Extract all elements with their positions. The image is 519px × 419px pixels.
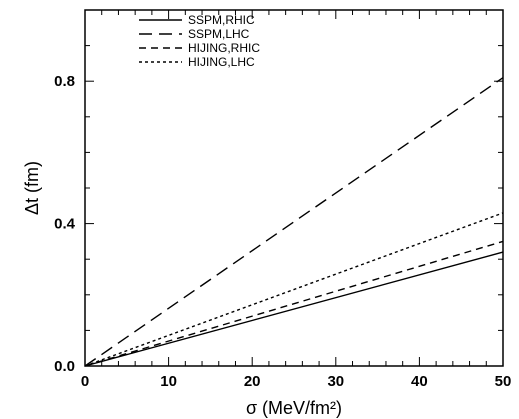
series-line-sspm-lhc [84,77,504,367]
series-line-hijing-rhic [84,240,504,367]
y-tick-label: 0.4 [54,216,76,233]
legend-label: SSPM,RHIC [188,13,255,27]
series-lines [84,77,504,367]
axis-ticks [84,9,504,367]
legend-label: SSPM,LHC [188,27,250,41]
y-tick-label: 0.8 [54,73,75,90]
legend-label: HIJING,LHC [188,55,255,69]
series-line-sspm-rhic [84,251,504,367]
x-tick-label: 50 [495,373,512,390]
y-tick-label: 0.0 [54,358,75,375]
x-tick-label: 40 [411,373,428,390]
x-tick-label: 0 [81,373,89,390]
y-axis-title: Δt (fm) [22,161,42,215]
tick-labels: 0 10 20 30 40 50 0.0 0.4 0.8 [54,73,511,390]
x-tick-label: 20 [244,373,261,390]
x-axis-title: σ (MeV/fm²) [246,398,342,418]
series-line-hijing-lhc [84,212,504,367]
plot-frame [84,9,504,367]
x-tick-label: 10 [160,373,177,390]
legend-label: HIJING,RHIC [188,41,260,55]
x-tick-label: 30 [327,373,344,390]
